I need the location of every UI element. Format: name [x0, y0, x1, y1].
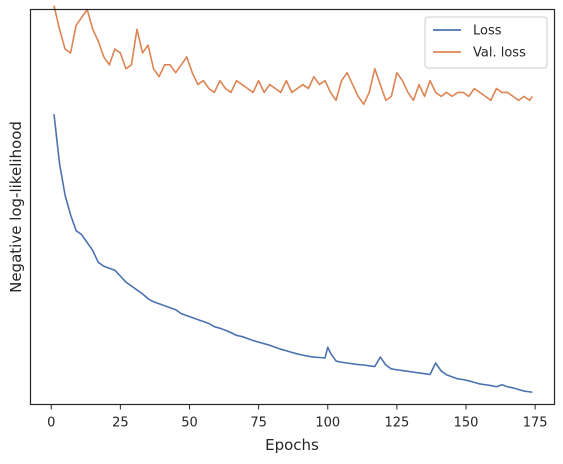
legend-label-val-loss: Val. loss: [473, 46, 526, 61]
x-tick-label: 75: [250, 416, 267, 431]
x-axis-ticks: 0 25 50 75 100 125 150 175: [47, 404, 548, 431]
series-line-loss: [53, 114, 533, 394]
x-tick-label: 50: [181, 416, 198, 431]
x-tick-label: 25: [112, 416, 129, 431]
y-axis-label: Negative log-likelihood: [7, 121, 25, 293]
x-tick-label: 0: [47, 416, 55, 431]
plot-frame: [29, 8, 556, 406]
legend: Loss Val. loss: [424, 16, 548, 69]
legend-label-loss: Loss: [473, 24, 502, 39]
x-axis-label: Epochs: [265, 436, 319, 454]
x-tick-label: 100: [315, 416, 340, 431]
series-line-val-loss: [53, 5, 534, 106]
x-tick-label: 125: [384, 416, 409, 431]
x-tick-label: 150: [454, 416, 479, 431]
x-tick-label: 175: [523, 416, 548, 431]
plot-lines: [53, 5, 534, 394]
